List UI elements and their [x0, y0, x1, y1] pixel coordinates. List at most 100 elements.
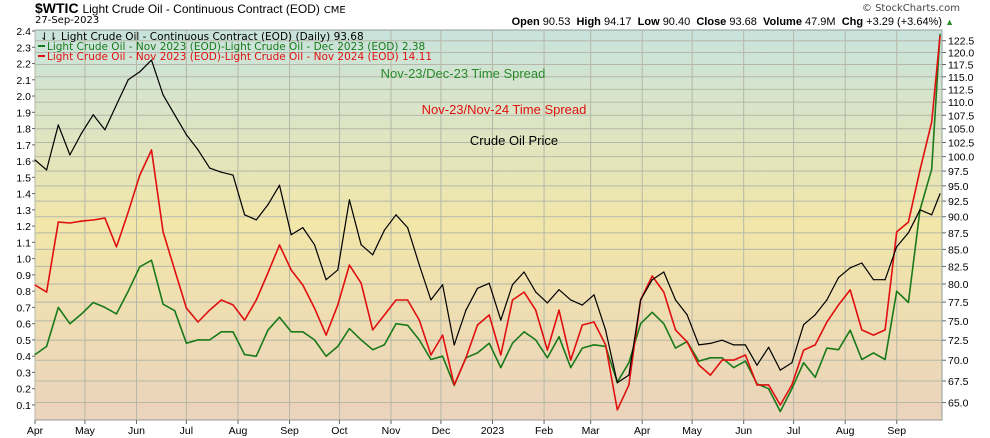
data-point	[34, 284, 36, 286]
data-point	[837, 277, 840, 279]
data-point	[500, 366, 502, 369]
data-point	[325, 334, 327, 336]
left-tick-label: 0.4	[16, 351, 31, 363]
data-point	[500, 354, 502, 356]
right-tick-label: 77.5	[948, 297, 969, 309]
data-point	[939, 33, 941, 35]
data-point	[46, 345, 48, 348]
series-lines	[34, 33, 941, 413]
data-point	[34, 159, 36, 161]
data-point	[546, 349, 548, 351]
high-label: High	[576, 16, 601, 28]
left-tick-label: 2.0	[16, 91, 31, 103]
data-point	[476, 324, 479, 326]
data-point	[768, 384, 770, 386]
data-point	[325, 279, 327, 281]
data-point	[849, 329, 851, 331]
left-tick-label: 1.0	[16, 254, 31, 266]
data-point	[581, 304, 583, 306]
left-tick-label: 1.4	[16, 189, 31, 201]
data-point	[535, 309, 537, 311]
right-tick-label: 70.0	[948, 355, 969, 367]
data-point	[290, 331, 292, 333]
data-point	[802, 349, 805, 351]
data-point	[733, 359, 735, 361]
data-point	[220, 171, 222, 173]
data-point	[162, 94, 164, 96]
data-point	[139, 266, 141, 268]
data-point	[907, 221, 909, 223]
data-point	[453, 344, 455, 346]
x-tick-label: Aug	[229, 425, 248, 437]
data-point	[430, 299, 432, 301]
data-point	[115, 313, 118, 315]
data-point	[255, 219, 257, 221]
data-point	[523, 331, 525, 333]
x-tick-label: May	[682, 425, 703, 437]
left-tick-label: 0.7	[16, 302, 31, 314]
data-point	[162, 303, 164, 305]
data-point	[500, 319, 502, 321]
data-point	[372, 254, 374, 256]
data-point	[721, 339, 723, 341]
data-point	[441, 334, 444, 336]
data-point	[768, 346, 770, 348]
right-tick-label: 87.5	[948, 228, 969, 240]
data-point	[523, 271, 525, 273]
line-swatch-icon	[38, 45, 45, 47]
x-tick-label: Nov	[382, 425, 401, 437]
data-point	[861, 358, 863, 361]
data-point	[337, 345, 339, 348]
x-tick-label: Feb	[535, 425, 553, 437]
data-point	[872, 334, 875, 336]
data-point	[267, 329, 269, 331]
data-point	[348, 199, 351, 201]
data-point	[46, 291, 48, 293]
data-point	[360, 282, 362, 284]
data-point	[383, 314, 385, 316]
data-point	[698, 344, 700, 346]
right-tick-label: 112.5	[948, 84, 974, 96]
data-point	[931, 214, 933, 216]
chart-date: 27-Sep-2023	[35, 15, 100, 26]
data-point	[907, 301, 909, 304]
data-point	[535, 339, 537, 341]
chg-label: Chg	[841, 16, 864, 28]
data-point	[593, 294, 595, 296]
data-point	[430, 358, 432, 361]
data-point	[896, 231, 898, 233]
symbol-description: Light Crude Oil - Continuous Contract (E…	[82, 2, 320, 16]
left-tick-label: 1.1	[16, 237, 31, 249]
data-point	[185, 307, 187, 309]
data-point	[348, 327, 351, 330]
data-point	[546, 357, 548, 359]
data-point	[209, 339, 211, 341]
data-point	[628, 374, 630, 376]
data-point	[383, 344, 385, 346]
left-tick-label: 0.9	[16, 270, 31, 282]
data-point	[791, 362, 793, 364]
exchange: CME	[323, 5, 346, 16]
data-point	[570, 359, 572, 361]
right-axis: 65.0 67.5 70.0 72.5 75.0 77.5 80.0 82.5 85.0 87.5…	[941, 30, 974, 420]
left-tick-label: 1.8	[16, 124, 31, 136]
right-tick-label: 85.0	[948, 244, 969, 256]
data-point	[605, 329, 607, 331]
left-tick-label: 2.3	[16, 42, 31, 54]
data-point	[896, 246, 898, 248]
x-tick-label: Aug	[836, 425, 855, 437]
data-point	[814, 314, 816, 316]
legend: ⇃⇂ Light Crude Oil - Continuous Contract…	[38, 31, 432, 63]
data-point	[57, 306, 59, 309]
line-swatch-icon	[38, 55, 45, 57]
data-point	[826, 299, 828, 301]
left-tick-label: 0.8	[16, 286, 31, 298]
data-point	[779, 404, 781, 406]
data-point	[441, 284, 444, 286]
data-point	[430, 354, 432, 356]
data-point	[174, 114, 176, 116]
data-point	[698, 364, 700, 366]
data-point	[523, 291, 525, 293]
data-point	[721, 357, 723, 359]
left-tick-label: 1.6	[16, 156, 31, 168]
